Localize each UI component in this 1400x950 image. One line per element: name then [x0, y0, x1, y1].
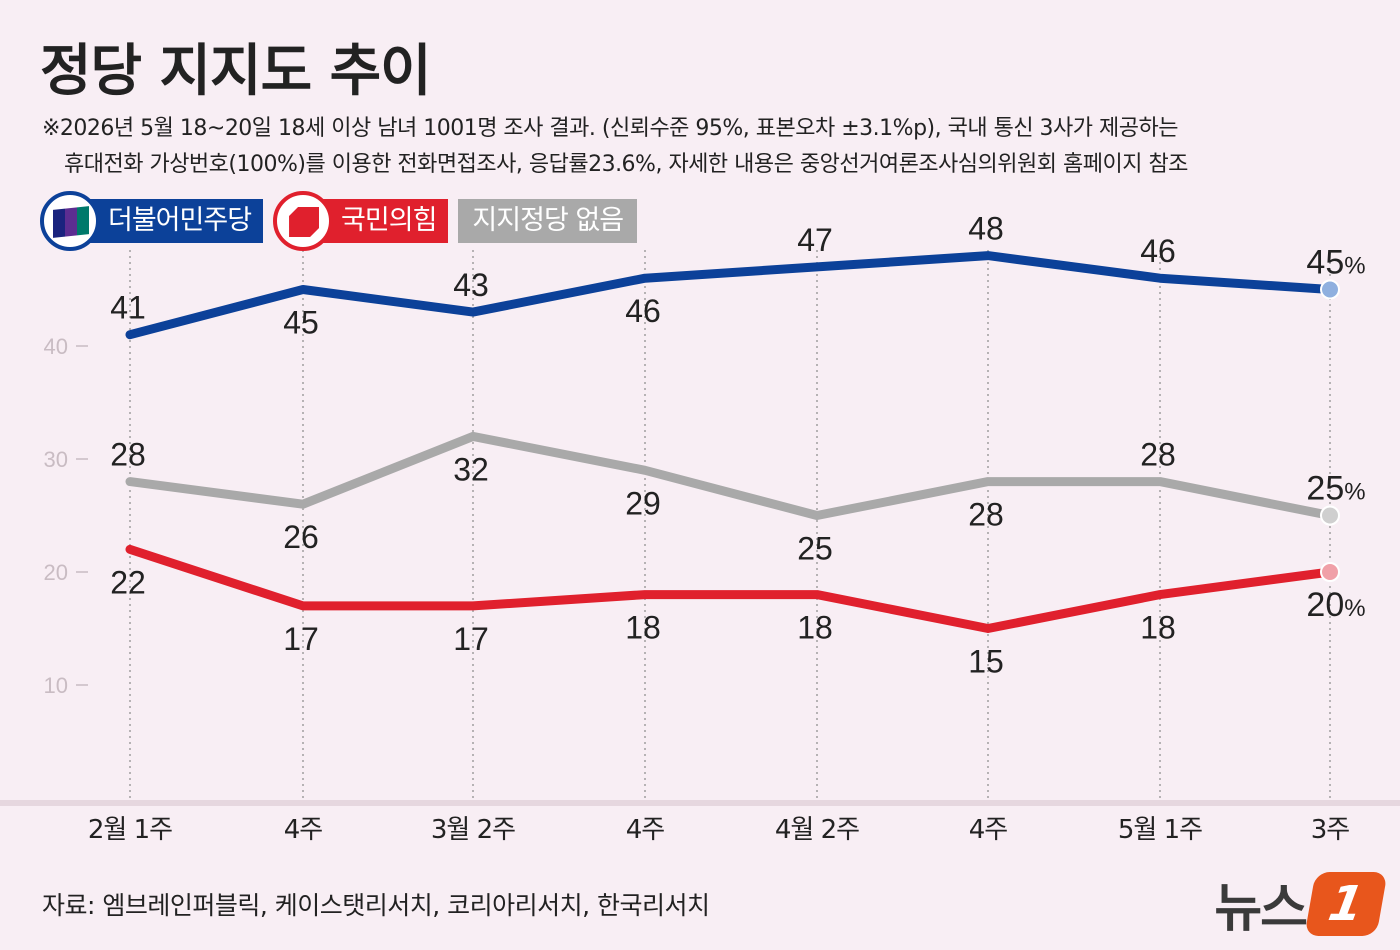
data-label-0-5: 48: [968, 211, 1004, 247]
x-tick-label-5: 4주: [969, 815, 1008, 845]
legend-item-ppp: 국민의힘: [273, 191, 449, 251]
data-label-1-0: 28: [110, 437, 146, 473]
data-label-1-4: 25: [797, 531, 833, 567]
data-label-0-7: 45%: [1306, 244, 1365, 282]
x-tick-label-4: 4월 2주: [775, 815, 859, 845]
data-label-1-6: 28: [1140, 437, 1176, 473]
series-end-point-1: [1320, 505, 1340, 526]
cube-icon: [273, 191, 334, 251]
legend-label-ppp: 국민의힘: [311, 199, 449, 243]
x-tick-label-2: 3월 2주: [431, 815, 515, 845]
data-label-1-1: 26: [283, 519, 319, 555]
data-label-2-3: 18: [625, 610, 661, 646]
y-tick-label-20: 20: [44, 560, 68, 585]
x-tick-label-7: 3주: [1311, 815, 1350, 845]
series-end-point-2: [1320, 562, 1340, 582]
data-label-0-1: 45: [283, 305, 319, 341]
series-line-0: [125, 251, 1335, 340]
legend-item-democratic: 더불어민주당: [40, 191, 264, 251]
survey-note-line1: ※2026년 5월 18~20일 18세 이상 남녀 1001명 조사 결과. …: [42, 116, 1179, 141]
data-label-0-4: 47: [797, 222, 833, 258]
news1-logo: 뉴스 1: [1214, 866, 1388, 941]
x-axis-baseline: [0, 800, 1400, 806]
data-label-2-5: 15: [968, 644, 1004, 680]
survey-note-line2: 휴대전화 가상번호(100%)를 이용한 전화면접조사, 응답률23.6%, 자…: [64, 152, 1188, 177]
logo-text: 뉴스: [1214, 879, 1308, 939]
data-label-1-3: 29: [625, 485, 661, 521]
data-label-0-0: 41: [110, 290, 146, 326]
data-label-1-2: 32: [453, 451, 489, 487]
y-tick-label-10: 10: [44, 673, 68, 698]
data-label-1-5: 28: [968, 497, 1004, 533]
legend-label-no-party: 지지정당 없음: [458, 199, 638, 243]
data-label-2-1: 17: [283, 621, 319, 657]
data-label-2-0: 22: [110, 564, 146, 600]
data-label-2-2: 17: [453, 621, 489, 657]
x-tick-label-6: 5월 1주: [1118, 815, 1202, 845]
legend-label-democratic: 더불어민주당: [78, 199, 264, 243]
data-label-1-7: 25%: [1306, 470, 1365, 508]
x-tick-label-3: 4주: [626, 815, 665, 845]
series-end-point-0: [1320, 279, 1340, 300]
logo-badge: 1: [1304, 871, 1388, 936]
y-tick-label-40: 40: [44, 334, 68, 359]
data-label-0-3: 46: [625, 293, 661, 329]
chart-title: 정당 지지도 추이: [40, 39, 432, 104]
series-line-2: [125, 544, 1335, 633]
data-label-0-2: 43: [453, 267, 489, 303]
x-tick-label-1: 4주: [284, 815, 323, 845]
source-text: 자료: 엠브레인퍼블릭, 케이스탯리서치, 코리아리서치, 한국리서치: [42, 891, 710, 920]
flag-icon: [40, 191, 100, 251]
series-line-1: [125, 431, 1335, 520]
y-tick-label-30: 30: [44, 447, 68, 472]
data-label-2-4: 18: [797, 610, 833, 646]
data-label-0-6: 46: [1140, 233, 1176, 269]
legend: 더불어민주당 국민의힘 지지정당 없음: [40, 191, 647, 251]
data-label-2-7: 20%: [1306, 586, 1365, 624]
x-tick-label-0: 2월 1주: [88, 815, 172, 845]
data-label-2-6: 18: [1140, 610, 1176, 646]
legend-item-no-party: 지지정당 없음: [458, 199, 638, 243]
